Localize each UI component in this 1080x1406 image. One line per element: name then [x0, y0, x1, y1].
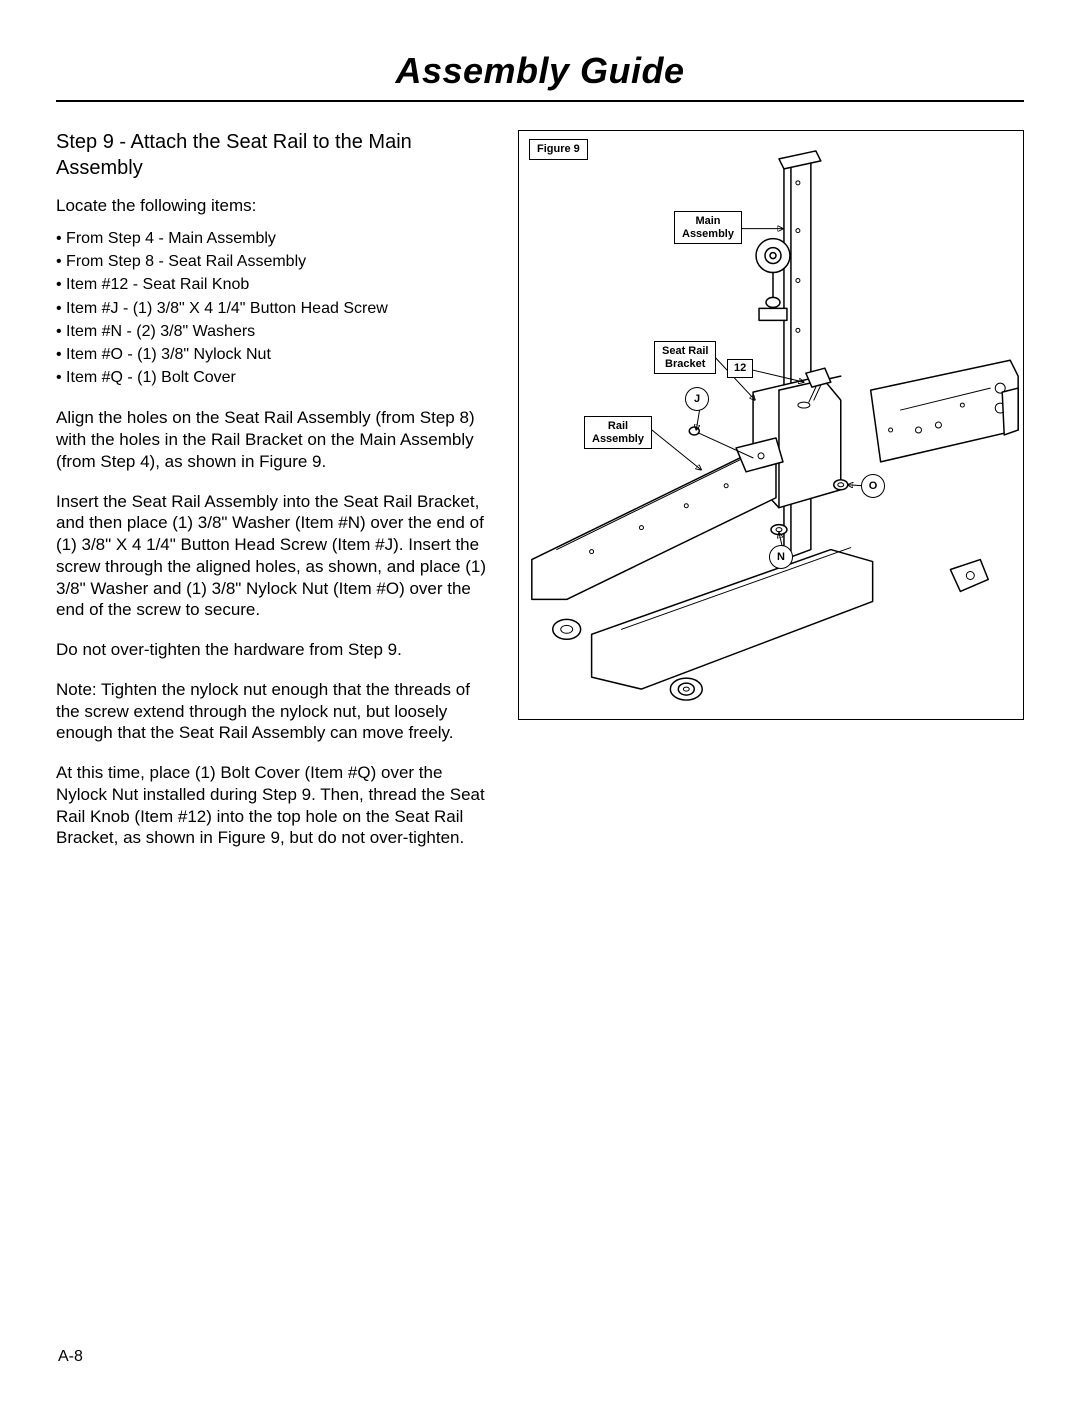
- list-item: Item #N - (2) 3/8" Washers: [56, 320, 496, 343]
- locate-intro: Locate the following items:: [56, 195, 496, 217]
- figure-caption: Figure 9: [529, 139, 588, 160]
- text-column: Step 9 - Attach the Seat Rail to the Mai…: [56, 130, 496, 867]
- label-N: N: [769, 545, 793, 569]
- label-O: O: [861, 474, 885, 498]
- list-item: Item #O - (1) 3/8" Nylock Nut: [56, 343, 496, 366]
- paragraph: Insert the Seat Rail Assembly into the S…: [56, 491, 496, 622]
- label-12: 12: [727, 359, 753, 378]
- step-title: Step 9 - Attach the Seat Rail to the Mai…: [56, 130, 496, 181]
- paragraph: Note: Tighten the nylock nut enough that…: [56, 679, 496, 744]
- list-item: From Step 4 - Main Assembly: [56, 227, 496, 250]
- page-title: Assembly Guide: [56, 50, 1024, 102]
- label-seat-rail-bracket: Seat Rail Bracket: [654, 341, 716, 374]
- list-item: Item #Q - (1) Bolt Cover: [56, 366, 496, 389]
- label-J: J: [685, 387, 709, 411]
- figure-box: Figure 9 Main Assembly Seat Rail Bracket…: [518, 130, 1024, 720]
- label-main-assembly: Main Assembly: [674, 211, 742, 244]
- list-item: Item #J - (1) 3/8" X 4 1/4" Button Head …: [56, 297, 496, 320]
- list-item: From Step 8 - Seat Rail Assembly: [56, 250, 496, 273]
- label-rail-assembly: Rail Assembly: [584, 416, 652, 449]
- items-list: From Step 4 - Main Assembly From Step 8 …: [56, 227, 496, 389]
- list-item: Item #12 - Seat Rail Knob: [56, 273, 496, 296]
- paragraph: At this time, place (1) Bolt Cover (Item…: [56, 762, 496, 849]
- paragraph: Do not over-tighten the hardware from St…: [56, 639, 496, 661]
- content-row: Step 9 - Attach the Seat Rail to the Mai…: [56, 130, 1024, 867]
- page-number: A-8: [58, 1348, 83, 1366]
- paragraph: Align the holes on the Seat Rail Assembl…: [56, 407, 496, 472]
